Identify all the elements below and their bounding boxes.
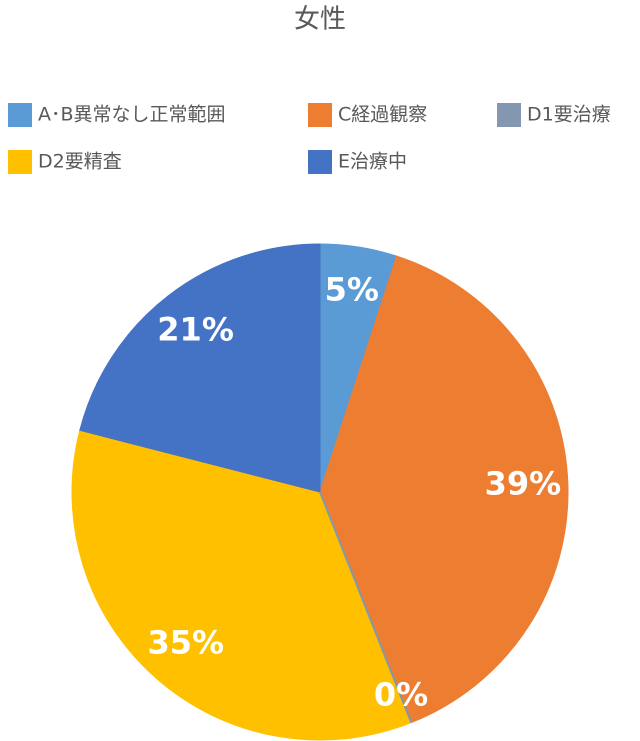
legend-swatch — [308, 103, 332, 127]
legend-label: A･B異常なし正常範囲 — [38, 104, 226, 126]
data-label: 5% — [325, 270, 379, 308]
data-label: 21% — [157, 311, 234, 349]
legend-swatch — [8, 103, 32, 127]
legend-label: C経過観察 — [338, 104, 427, 126]
legend-swatch — [497, 103, 521, 127]
chart-title: 女性 — [294, 5, 346, 35]
pie-slice — [319, 255, 569, 724]
legend-label: D2要精査 — [38, 151, 122, 173]
legend-swatch — [308, 150, 332, 174]
legend-label: D1要治療 — [527, 104, 611, 126]
data-label: 39% — [485, 465, 562, 503]
data-label: 0% — [374, 676, 428, 714]
legend-label: E治療中 — [338, 151, 407, 173]
pie-slice — [71, 429, 412, 741]
pie-slice — [79, 243, 321, 493]
legend-swatch — [8, 150, 32, 174]
data-label: 35% — [147, 623, 224, 661]
